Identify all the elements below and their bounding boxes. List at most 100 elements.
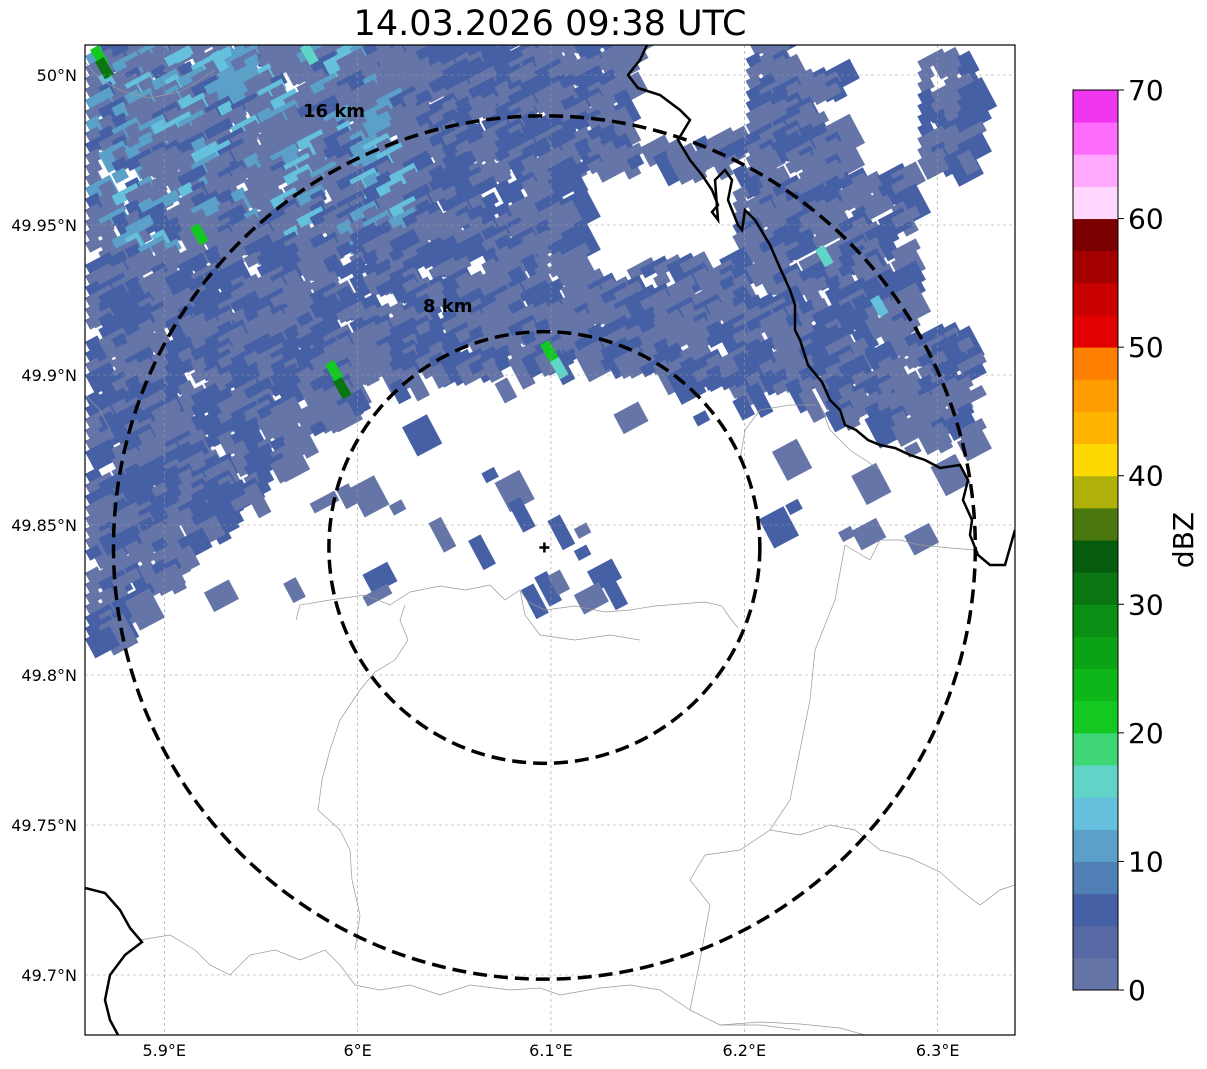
colorbar-swatch [1073,218,1118,252]
echo-cell [759,0,789,12]
echo-cell [587,158,605,175]
latitude-tick-label: 49.7°N [21,966,77,985]
echo-cell [864,192,882,210]
echo-cell [560,242,591,266]
echo-cell [137,197,156,214]
echo-cell-strong [190,223,209,246]
echo-cell [956,413,975,430]
echo-cell [468,0,508,42]
echo-cell [269,451,306,484]
echo-cell [85,588,103,605]
echo-cell [943,129,962,146]
echo-cell [164,568,187,595]
echo-cell [758,336,777,354]
echo-cell [98,316,129,340]
echo-cell [653,150,681,187]
echo-cell [904,522,940,556]
echo-cell [600,0,630,8]
echo-cell [587,0,627,29]
echo-cell [613,12,636,38]
echo-cell [402,45,420,53]
echo-cell [626,142,645,159]
echo-cell [613,0,648,27]
echo-cell [811,275,830,293]
echo-cell [917,76,935,94]
colorbar: 0 10 20 30 40 50 60 70 [1072,74,1164,1007]
echo-cell [758,160,777,178]
echo-cell [85,170,103,187]
echo-cell [771,368,790,385]
echo-cell [177,226,201,253]
echo-cell [745,52,764,69]
echo-cell [111,332,129,349]
echo-cell [508,0,538,7]
echo-cell [560,95,579,112]
echo-cell [746,0,774,22]
echo-cell [600,68,618,85]
echo-cell [917,65,935,83]
echo-cell [481,136,499,154]
latitude-tick-label: 50°N [37,66,77,85]
echo-cell [124,588,165,631]
longitude-tick-label: 6.1°E [529,1041,573,1060]
echo-cell [706,0,746,4]
echo-cell [785,498,803,516]
longitude-tick-label: 6.2°E [723,1041,767,1060]
echo-cell [124,528,143,546]
colorbar-tick-label: 40 [1128,460,1164,493]
echo-cell [309,68,328,85]
echo-cell [626,153,645,170]
echo-cell [745,144,776,168]
echo-cell [600,574,629,611]
echo-cell [573,581,609,615]
echo-cell [230,488,261,512]
echo-cell [824,322,855,346]
echo-cell [943,107,962,124]
echo-cell [442,0,482,34]
echo-cell [560,348,579,365]
echo-cell [930,405,949,422]
longitude-tick-labels: 5.9°E 6°E 6.1°E 6.2°E 6.3°E [142,1041,959,1060]
echo-cell [851,517,887,551]
echo-cell [534,570,563,607]
colorbar-tick-label: 70 [1128,74,1164,107]
echo-cell [798,321,816,338]
echo-cell [851,337,869,354]
echo-cell [455,1,485,24]
echo-cell-strong [549,357,569,380]
echo-cell [85,159,103,176]
echo-cell [481,20,511,43]
echo-cell [256,470,275,487]
echo-cell [771,192,790,209]
echo-cell [98,311,116,329]
echo-cell [520,583,549,620]
echo-cell [494,45,535,51]
echo-cell [600,0,635,29]
echo-cell [587,558,623,592]
echo-cell [613,0,643,6]
echo-cell [203,432,222,449]
echo-cell [124,242,143,260]
echo-cell [824,186,843,203]
echo-cell [244,14,274,37]
echo-cell [415,100,433,117]
echo-cell [838,525,856,543]
echo-cell [389,9,424,42]
echo-cell [904,419,922,436]
echo-cell [322,143,341,161]
echo-cell [917,109,935,127]
echo-cell [930,350,949,367]
echo-cell [956,94,975,111]
echo-cell [362,12,397,45]
echo-cell [190,48,209,65]
echo-cell [309,420,328,437]
latitude-tick-label: 49.8°N [21,666,77,685]
echo-cell [322,45,351,48]
echo-cell [956,149,980,176]
echo-cell [428,45,447,61]
colorbar-swatch [1073,893,1118,927]
echo-cell [296,15,319,41]
echo-cell [666,274,697,298]
echo-cell [772,5,795,31]
